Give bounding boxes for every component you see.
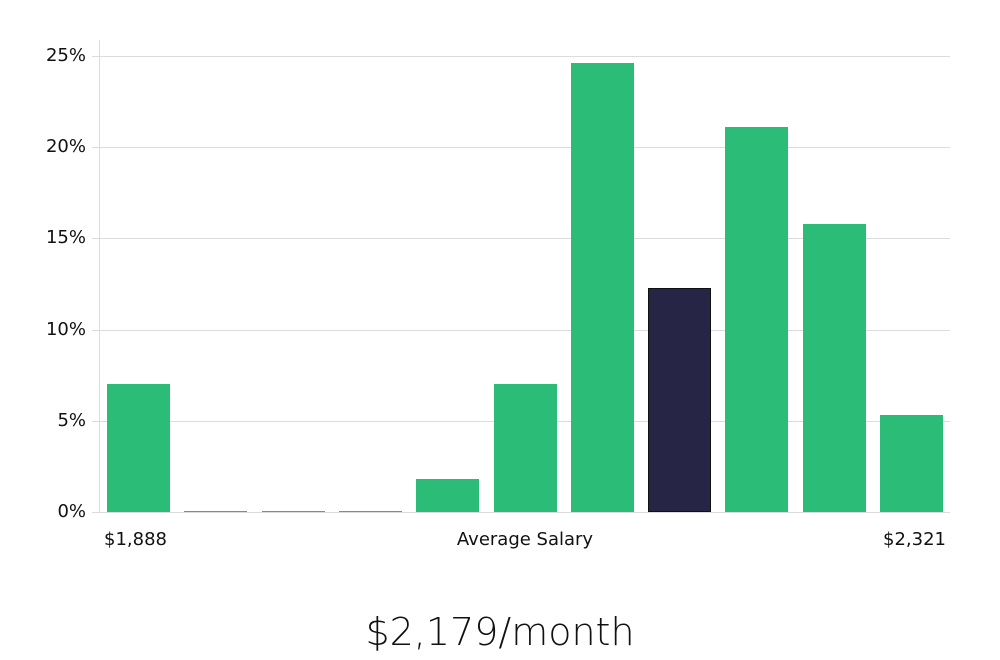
bar [880, 415, 943, 512]
y-tick-label: 5% [57, 409, 86, 431]
bar [338, 511, 402, 512]
y-tick-label: 0% [57, 501, 86, 522]
y-axis-line [99, 40, 100, 513]
gridline [92, 329, 950, 331]
bar [107, 384, 170, 512]
y-tick-label: 20% [45, 136, 86, 158]
bar [184, 511, 248, 512]
gridline [92, 56, 950, 57]
bar-highlighted [648, 287, 712, 512]
bar [261, 511, 325, 512]
gridline [92, 512, 950, 513]
x-axis-title: Average Salary [456, 529, 594, 550]
bar [725, 127, 789, 512]
y-tick-label: 15% [45, 227, 86, 249]
bar [493, 384, 557, 512]
bar [416, 479, 480, 512]
salary-histogram: 0% 5% 10% 15% 20% 25% $1,888 Average Salary $… [45, 40, 950, 550]
bar [802, 223, 866, 512]
x-min-label: $1,888 [104, 529, 167, 550]
average-salary-headline: $2,179/month [365, 610, 635, 654]
gridline [92, 238, 950, 240]
y-tick-label: 10% [45, 318, 86, 340]
gridline [92, 147, 950, 149]
x-max-label: $2,321 [883, 529, 946, 550]
bar [570, 63, 634, 512]
y-tick-label: 25% [45, 45, 86, 66]
